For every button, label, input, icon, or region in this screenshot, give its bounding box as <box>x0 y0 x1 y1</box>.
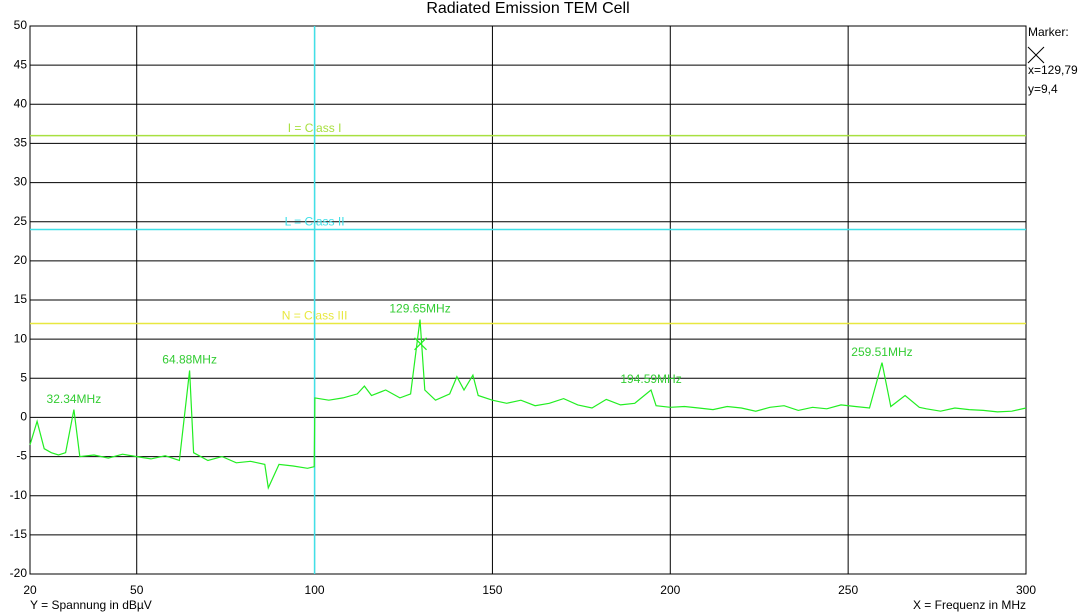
x-tick-label: 20 <box>23 583 37 597</box>
y-tick-label: 0 <box>20 410 27 424</box>
x-tick-label: 250 <box>838 583 858 597</box>
spectrum-line <box>29 319 1027 490</box>
x-tick-label: 50 <box>130 583 144 597</box>
y-tick-label: 30 <box>14 175 28 189</box>
marker-title: Marker: <box>1028 25 1069 39</box>
marker <box>414 337 427 351</box>
x-tick-label: 200 <box>660 583 680 597</box>
y-axis-label: Y = Spannung in dBµV <box>30 598 152 612</box>
y-tick-label: 40 <box>14 96 28 110</box>
y-tick-label: 10 <box>14 331 28 345</box>
peak-label: 32.34MHz <box>47 392 102 406</box>
y-tick-label: -15 <box>10 527 28 541</box>
y-tick-label: -10 <box>10 488 28 502</box>
x-axis-label: X = Frequenz in MHz <box>913 598 1026 612</box>
y-tick-label: 20 <box>14 253 28 267</box>
peak-label: 259.51MHz <box>851 345 912 359</box>
y-tick-label: 25 <box>14 214 28 228</box>
y-tick-label: 45 <box>14 57 28 71</box>
y-tick-label: 15 <box>14 292 28 306</box>
chart-title: Radiated Emission TEM Cell <box>426 0 629 17</box>
y-tick-label: 5 <box>20 370 27 384</box>
y-tick-label: -5 <box>16 449 27 463</box>
y-tick-label: 35 <box>14 136 28 150</box>
marker-icon <box>1027 46 1045 64</box>
x-tick-label: 300 <box>1016 583 1036 597</box>
marker-x-label: x=129,79 <box>1028 63 1078 77</box>
x-tick-label: 150 <box>482 583 502 597</box>
peak-label: 194.59MHz <box>620 372 681 386</box>
y-tick-label: 50 <box>14 18 28 32</box>
marker-y-label: y=9,4 <box>1028 82 1058 96</box>
y-tick-label: -20 <box>10 566 28 580</box>
x-tick-label: 100 <box>305 583 325 597</box>
peak-label: 64.88MHz <box>162 353 217 367</box>
peak-label: 129.65MHz <box>389 302 450 316</box>
